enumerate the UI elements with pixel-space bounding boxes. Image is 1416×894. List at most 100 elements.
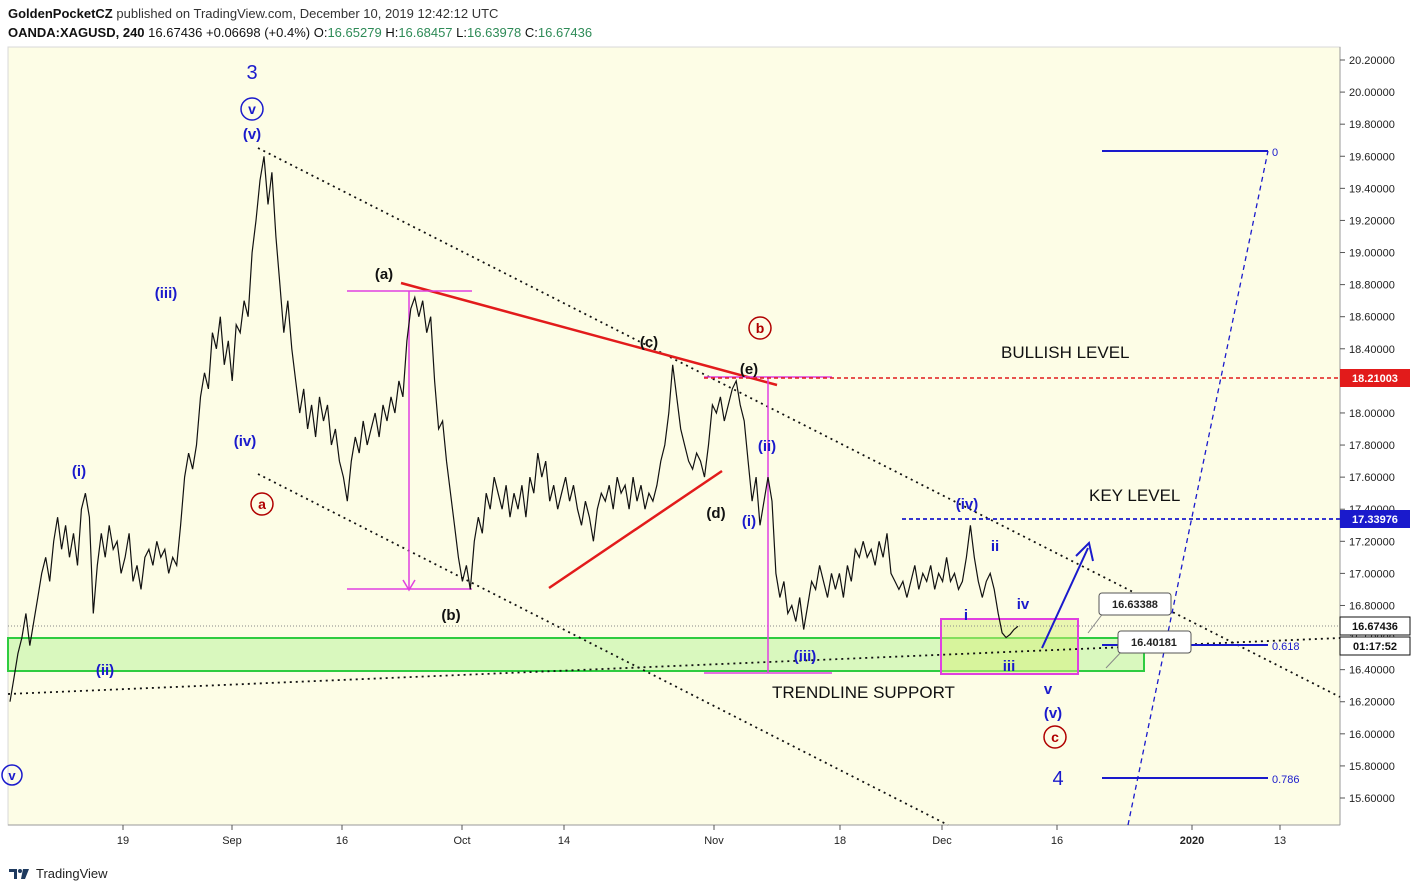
y-tick-label: 19.60000 — [1349, 151, 1395, 163]
wave-circ-b-ring — [748, 316, 772, 340]
y-tick-label: 19.20000 — [1349, 215, 1395, 227]
triangle-lower-line[interactable] — [548, 469, 723, 590]
x-tick-label: 16 — [1051, 835, 1063, 847]
callout-2-text: 16.40181 — [1131, 637, 1177, 649]
x-tick-label: 18 — [834, 835, 846, 847]
y-tick-label: 17.00000 — [1349, 568, 1395, 580]
wave-circ-c-ring — [1043, 725, 1067, 749]
wave-v-s-label: v — [1044, 681, 1053, 698]
wave-ii-b-label: (ii) — [758, 438, 776, 455]
bullish-level-label: BULLISH LEVEL — [1001, 343, 1130, 362]
wave-circ-v-top-label: v — [248, 101, 256, 117]
wave-v-p-label: (v) — [1044, 705, 1062, 722]
callout-1-box[interactable] — [1098, 592, 1172, 616]
y-tick-label: 16.80000 — [1349, 600, 1395, 612]
countdown-tag: 01:17:52 — [1353, 641, 1397, 653]
y-tick-label: 18.40000 — [1349, 344, 1395, 356]
y-tick-label: 20.00000 — [1349, 87, 1395, 99]
y-tick-label: 19.00000 — [1349, 248, 1395, 260]
callout-2-box[interactable] — [1117, 630, 1192, 654]
price-change: +0.06698 (+0.4%) — [206, 25, 311, 40]
x-tick-label: Sep — [222, 835, 242, 847]
plot-background — [7, 46, 1341, 826]
wave-iv-a-label: (iv) — [234, 433, 257, 450]
high-value: 16.68457 — [398, 25, 453, 40]
y-tick-label: 19.40000 — [1349, 183, 1395, 195]
projection-arrow[interactable] — [1041, 547, 1089, 649]
wave-circ-a-label: a — [258, 496, 266, 512]
wave-ii-a-label: (ii) — [96, 662, 114, 679]
wave-v-left-ring — [1, 764, 23, 786]
target-box[interactable] — [940, 618, 1079, 675]
low-value: 16.63978 — [467, 25, 522, 40]
wave-ii-s-label: ii — [991, 538, 999, 555]
y-tick-label: 17.60000 — [1349, 472, 1395, 484]
last-price-tag-bg — [1339, 616, 1411, 636]
trendline-support-label: TRENDLINE SUPPORT — [772, 683, 955, 702]
y-tick-label: 16.20000 — [1349, 697, 1395, 709]
open-key: O: — [313, 25, 328, 40]
close-key: C: — [524, 25, 538, 40]
wave-circ-v-top-ring — [240, 97, 264, 121]
y-tick-label: 18.80000 — [1349, 280, 1395, 292]
publisher-name[interactable]: GoldenPocketCZ — [8, 6, 113, 21]
y-tick-label: 19.80000 — [1349, 119, 1395, 131]
upper-channel-line[interactable] — [257, 147, 1341, 698]
wave-i-a-label: (i) — [72, 463, 86, 480]
y-tick-label: 17.80000 — [1349, 440, 1395, 452]
y-tick-label: 20.20000 — [1349, 55, 1395, 67]
wave-iii-s-label: iii — [1003, 658, 1016, 675]
price-axis-area — [1340, 47, 1416, 825]
wave-d-paren-label: (d) — [706, 505, 725, 522]
last-price-tag: 16.67436 — [1352, 621, 1398, 633]
y-tick-label: 16.00000 — [1349, 729, 1395, 741]
wave-circ-b-label: b — [756, 320, 765, 336]
tradingview-logo[interactable]: TradingView — [8, 866, 108, 881]
wave-circ-c-label: c — [1051, 729, 1059, 745]
time-axis[interactable]: 19 Sep 16 Oct 14 Nov 18 Dec 16 2020 13 — [117, 825, 1286, 847]
fib-trend-line[interactable] — [1127, 150, 1269, 826]
price-chart[interactable]: 20.20000 20.00000 19.80000 19.60000 19.40000… — [0, 0, 1416, 856]
x-tick-label: Oct — [453, 835, 470, 847]
triangle-upper-line[interactable] — [400, 281, 778, 387]
y-tick-label: 16.40000 — [1349, 665, 1395, 677]
wave-i-b-label: (i) — [742, 513, 756, 530]
close-value: 16.67436 — [537, 25, 593, 40]
y-tick-label: 15.80000 — [1349, 761, 1395, 773]
low-key: L: — [456, 25, 468, 40]
projection-arrowhead — [1075, 541, 1094, 562]
price-series[interactable] — [9, 156, 1019, 702]
key-price-tag: 17.33976 — [1352, 514, 1398, 526]
wave-c-paren-label: (c) — [640, 334, 658, 351]
key-price-tag-bg — [1340, 510, 1410, 528]
wave-iv-s-label: iv — [1017, 596, 1030, 613]
tradingview-logo-icon — [9, 868, 29, 879]
fib-label-0: 0 — [1272, 147, 1278, 159]
x-tick-label: 14 — [558, 835, 570, 847]
wave-a-paren-label: (a) — [375, 266, 393, 283]
publisher-line: GoldenPocketCZ published on TradingView.… — [8, 6, 498, 21]
wave-v-top-label: (v) — [243, 126, 261, 143]
y-tick-label: 17.20000 — [1349, 536, 1395, 548]
high-key: H: — [385, 25, 399, 40]
x-tick-label: 16 — [336, 835, 348, 847]
countdown-tag-bg — [1339, 636, 1411, 656]
wave-circ-a-ring — [250, 492, 274, 516]
measure-a-arrowhead — [402, 579, 416, 592]
x-tick-label: Nov — [704, 835, 724, 847]
x-tick-label: 19 — [117, 835, 129, 847]
wave-4-label: 4 — [1052, 768, 1063, 790]
callout-1-pointer — [1087, 611, 1105, 634]
publisher-suffix: published on TradingView.com, December 1… — [116, 6, 499, 21]
fib-label-0618: 0.618 — [1272, 641, 1300, 653]
last-price: 16.67436 — [148, 25, 203, 40]
callout-1-text: 16.63388 — [1112, 599, 1158, 611]
symbol-line: OANDA:XAGUSD, 240 16.67436 +0.06698 (+0.… — [8, 25, 592, 40]
wave-iv-b-label: (iv) — [956, 496, 979, 513]
symbol-label[interactable]: OANDA:XAGUSD, 240 — [8, 25, 145, 40]
wave-v-left-label: v — [8, 768, 16, 783]
x-tick-label: Dec — [932, 835, 952, 847]
bullish-price-tag-bg — [1340, 369, 1410, 387]
key-level-label: KEY LEVEL — [1089, 486, 1180, 505]
x-tick-label: 2020 — [1180, 835, 1204, 847]
